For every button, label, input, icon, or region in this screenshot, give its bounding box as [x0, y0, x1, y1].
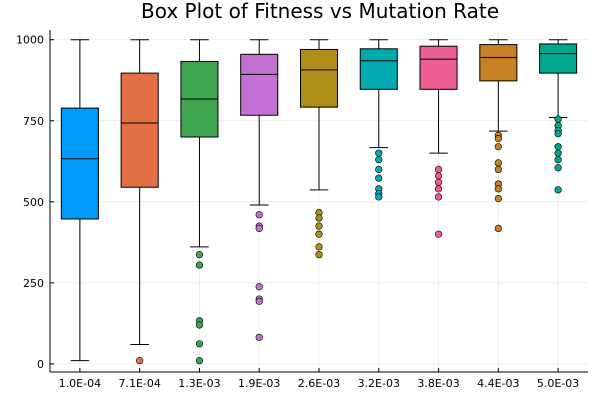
box-group [60, 39, 99, 362]
y-tick-label: 250 [23, 277, 44, 290]
outlier-point [554, 186, 562, 194]
outlier-point [255, 211, 263, 219]
box-iqr [539, 43, 578, 74]
outlier-point [554, 164, 562, 172]
box-iqr [299, 48, 339, 108]
outlier-point [554, 149, 562, 157]
outlier-point [554, 156, 562, 164]
chart-title: Box Plot of Fitness vs Mutation Rate [141, 0, 499, 23]
outlier-point [255, 283, 263, 291]
y-tick-label: 1000 [16, 34, 44, 47]
x-tick-label: 3.8E-03 [417, 377, 459, 390]
outlier-point [554, 115, 562, 123]
outlier-point [195, 357, 204, 365]
outlier-point [494, 159, 502, 167]
outlier-point [494, 224, 502, 232]
y-tick-label: 750 [23, 115, 44, 128]
outlier-point [554, 130, 562, 138]
box-iqr [419, 45, 458, 90]
outlier-point [434, 193, 443, 201]
outlier-point [434, 172, 443, 180]
box-group [419, 39, 458, 238]
x-tick-label: 1.0E-04 [59, 377, 101, 390]
outlier-point [375, 156, 383, 164]
outlier-point [315, 214, 323, 222]
outlier-point [375, 165, 383, 173]
outlier-point [255, 333, 263, 341]
x-tick-label: 7.1E-04 [118, 377, 160, 390]
box-iqr [60, 107, 99, 220]
boxes-layer [60, 39, 578, 365]
x-tick-label: 4.4E-03 [477, 377, 519, 390]
outlier-point [255, 224, 263, 232]
outlier-point [434, 178, 443, 186]
x-axis-ticks: 1.0E-04 7.1E-04 1.3E-03 1.9E-03 2.6E-03 3.2E-… [59, 377, 580, 390]
x-tick-label: 3.2E-03 [358, 377, 400, 390]
outlier-point [554, 143, 562, 151]
outlier-point [434, 165, 443, 173]
box-group [359, 39, 398, 201]
outlier-point [315, 222, 323, 230]
outlier-point [434, 230, 443, 238]
box-group [240, 39, 279, 341]
y-axis-ticks: 0 250 500 750 1000 [16, 34, 44, 371]
outlier-point [494, 194, 502, 203]
box-group [479, 39, 518, 232]
outlier-point [255, 297, 263, 305]
box-iqr [479, 44, 518, 82]
outlier-point [375, 149, 383, 157]
outlier-point [375, 174, 383, 182]
box-group [180, 39, 219, 365]
x-tick-label: 2.6E-03 [298, 377, 340, 390]
outlier-point [195, 261, 204, 269]
box-group [299, 39, 339, 259]
outlier-point [315, 230, 323, 238]
outlier-point [494, 165, 502, 173]
outlier-point [494, 143, 502, 151]
x-tick-label: 5.0E-03 [537, 377, 579, 390]
outlier-point [494, 185, 502, 193]
box-group [539, 39, 578, 194]
x-tick-label: 1.9E-03 [238, 377, 280, 390]
outlier-point [195, 321, 204, 329]
outlier-point [494, 134, 502, 143]
x-tick-label: 1.3E-03 [178, 377, 220, 390]
outlier-point [195, 340, 204, 348]
box-iqr [240, 53, 279, 116]
y-tick-label: 500 [23, 196, 44, 209]
axis-layer [49, 30, 588, 373]
outlier-point [434, 185, 443, 193]
y-tick-label: 0 [37, 358, 44, 371]
box-iqr [359, 48, 398, 90]
outlier-point [315, 243, 323, 251]
outlier-point [315, 251, 323, 259]
box-group [120, 39, 159, 365]
outlier-point [136, 357, 144, 365]
box-iqr [120, 72, 159, 188]
outlier-point [195, 251, 204, 259]
outlier-point [375, 193, 383, 201]
